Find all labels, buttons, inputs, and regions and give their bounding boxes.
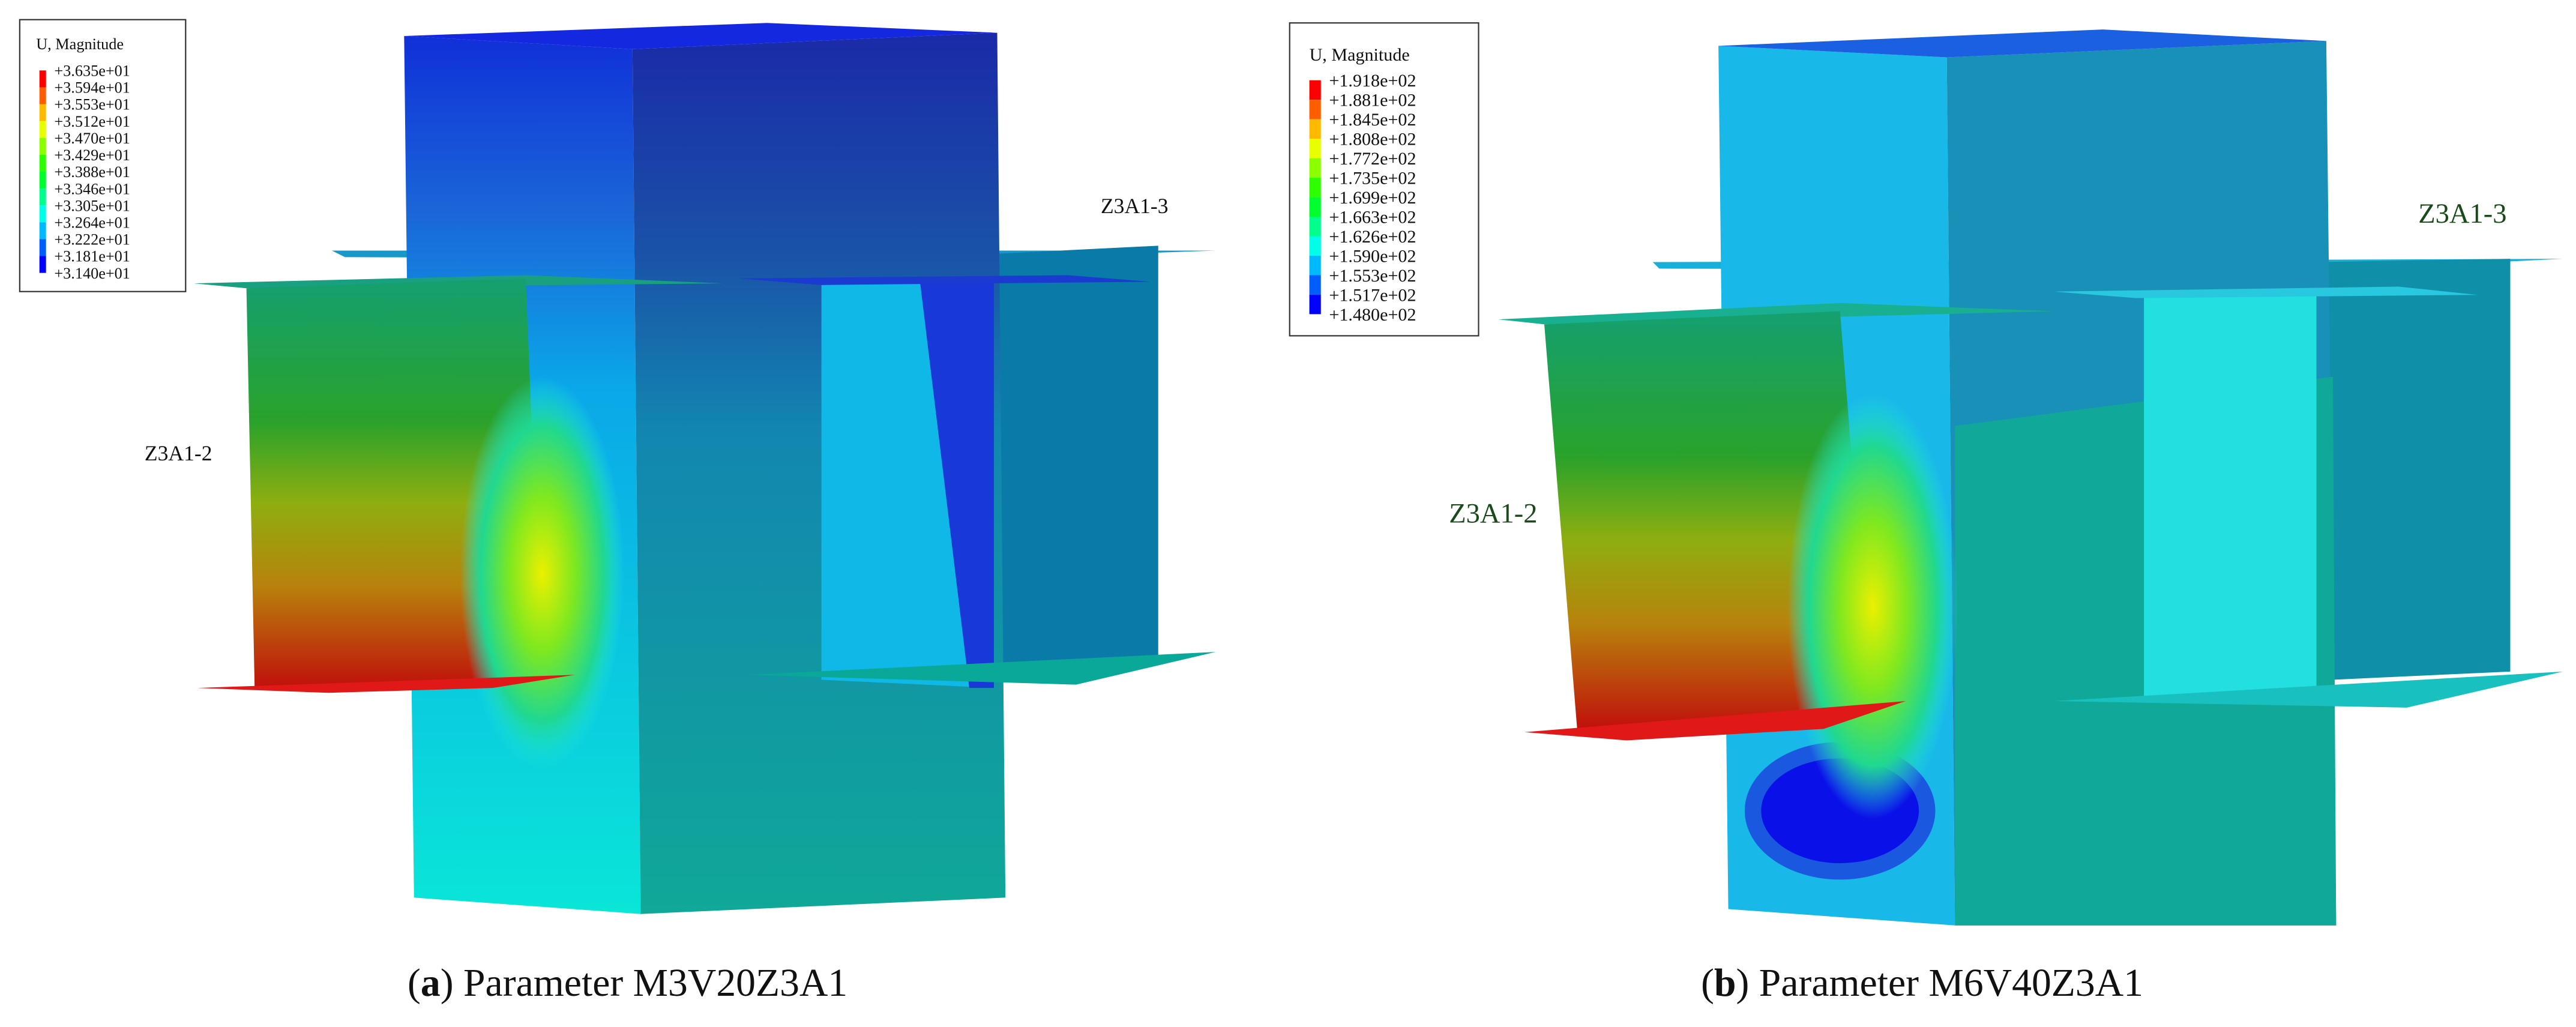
legend-label: +1.881e+02 — [1329, 90, 1416, 110]
caption-text: Parameter M3V20Z3A1 — [463, 962, 847, 1005]
caption: (b) Parameter M6V40Z3A1 — [1701, 962, 2143, 1005]
part-label: Z3A1-3 — [2418, 199, 2506, 229]
beam-flange — [994, 245, 1158, 664]
column-top — [404, 23, 998, 49]
legend-label: +3.635e+01 — [54, 62, 130, 80]
left-top — [1498, 303, 2054, 325]
legend-swatch — [1309, 197, 1321, 217]
legend-label: +3.553e+01 — [54, 96, 130, 113]
beam-web — [2144, 288, 2317, 705]
legend-swatch — [39, 104, 46, 121]
legend-label: +3.222e+01 — [54, 231, 130, 248]
column-top — [1718, 29, 2326, 58]
column-side — [632, 32, 1006, 914]
legend-label: +3.512e+01 — [54, 113, 130, 130]
beam-bottom — [747, 652, 1216, 685]
caption-label: b — [1714, 962, 1736, 1005]
caption-label: a — [421, 962, 441, 1005]
part-label: Z3A1-3 — [1101, 194, 1169, 218]
legend-label: +1.590e+02 — [1329, 246, 1416, 267]
legend-label: +3.388e+01 — [54, 163, 130, 181]
legend-swatch — [1309, 178, 1321, 197]
part-label: Z3A1-2 — [145, 441, 212, 465]
legend-label: +1.845e+02 — [1329, 109, 1416, 130]
legend-swatch — [1309, 158, 1321, 178]
legend-swatch — [1309, 294, 1321, 315]
legend-swatch — [1309, 139, 1321, 158]
beam-flange — [2316, 259, 2511, 680]
legend-swatch — [1309, 119, 1321, 139]
legend-label: +1.626e+02 — [1329, 226, 1416, 247]
legend-swatch — [39, 256, 46, 273]
legend-label: +3.594e+01 — [54, 79, 130, 97]
legend-label: +1.663e+02 — [1329, 207, 1416, 227]
caption-text: Parameter M6V40Z3A1 — [1759, 962, 2143, 1005]
legend-box — [19, 19, 187, 292]
legend-swatch — [1309, 217, 1321, 236]
legend-swatch — [39, 137, 46, 155]
legend-swatch — [1309, 275, 1321, 295]
legend-label: +1.553e+02 — [1329, 265, 1416, 286]
beam-web-edge — [919, 278, 995, 688]
legend-label: +1.772e+02 — [1329, 148, 1416, 169]
legend-label: +1.808e+02 — [1329, 129, 1416, 149]
legend-swatch — [39, 70, 46, 88]
hotspot — [460, 376, 625, 770]
model-a — [193, 23, 1216, 914]
legend-title: U, Magnitude — [36, 35, 124, 53]
legend-swatch — [39, 205, 46, 223]
legend-label: +1.517e+02 — [1329, 285, 1416, 305]
legend-label: +3.181e+01 — [54, 248, 130, 265]
legend-label: +1.918e+02 — [1329, 70, 1416, 91]
beam-top — [2053, 286, 2478, 298]
legend-box — [1289, 22, 1479, 337]
legend-label: +1.480e+02 — [1329, 304, 1416, 325]
legend-label: +3.346e+01 — [54, 180, 130, 197]
beam-top — [739, 275, 1151, 285]
left-bottom — [197, 675, 576, 693]
hotspot — [1787, 393, 1958, 819]
legend-label: +3.429e+01 — [54, 146, 130, 164]
legend-label: +3.140e+01 — [54, 265, 130, 282]
legend-label: +1.699e+02 — [1329, 187, 1416, 208]
legend-swatch — [1309, 80, 1321, 100]
legends: U, Magnitude U, Magnitude +3.635e+01+3.5… — [36, 35, 1416, 325]
caption: (a) Parameter M3V20Z3A1 — [408, 962, 847, 1005]
legend-label: +3.264e+01 — [54, 214, 130, 232]
legend-swatch — [39, 87, 46, 104]
legend-swatch — [39, 121, 46, 138]
legend-swatch — [39, 171, 46, 189]
legend-swatch — [39, 222, 46, 239]
beam-bottom — [2053, 671, 2563, 708]
legend-label: +3.305e+01 — [54, 197, 130, 214]
part-label: Z3A1-2 — [1449, 499, 1537, 529]
model-b — [1498, 29, 2563, 926]
legend-swatch — [39, 188, 46, 206]
legend-swatch — [39, 239, 46, 256]
legend-swatch — [1309, 100, 1321, 119]
legend-swatch — [1309, 236, 1321, 256]
legend-label: +1.735e+02 — [1329, 168, 1416, 188]
legend-label: +3.470e+01 — [54, 130, 130, 147]
legend-swatch — [1309, 255, 1321, 276]
legend-title: U, Magnitude — [1310, 44, 1410, 65]
left-bottom — [1524, 700, 1906, 741]
legend-swatch — [39, 154, 46, 172]
